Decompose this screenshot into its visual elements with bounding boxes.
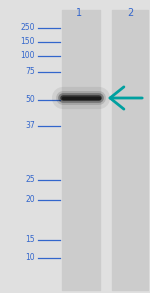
Text: 150: 150 [21,38,35,47]
Bar [62,10,100,290]
Text: 1: 1 [76,8,82,18]
Text: 15: 15 [25,236,35,244]
Text: 25: 25 [25,176,35,185]
Text: 50: 50 [25,96,35,105]
Text: 100: 100 [21,52,35,60]
Text: 250: 250 [21,23,35,33]
Text: 20: 20 [25,195,35,205]
Text: 75: 75 [25,67,35,76]
Bar [112,10,148,290]
Text: 2: 2 [127,8,133,18]
Text: 37: 37 [25,122,35,130]
Text: 10: 10 [25,253,35,263]
